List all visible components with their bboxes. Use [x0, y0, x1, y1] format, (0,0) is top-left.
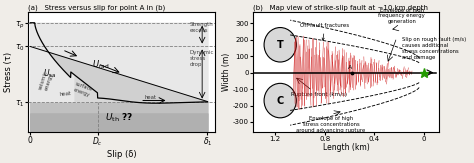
- Text: Envelope of high
frequency energy
generation: Envelope of high frequency energy genera…: [378, 8, 425, 24]
- Text: Envelope of high
stress concentrations
around advancing rupture: Envelope of high stress concentrations a…: [296, 116, 365, 133]
- Text: Rupture front (km/s): Rupture front (km/s): [291, 92, 346, 96]
- Y-axis label: Stress (τ): Stress (τ): [4, 52, 13, 92]
- Y-axis label: Width (m): Width (m): [222, 53, 231, 91]
- Text: $U_{\rm sa}$: $U_{\rm sa}$: [43, 68, 56, 80]
- Ellipse shape: [264, 28, 296, 62]
- Text: $U_{\rm th}$ ??: $U_{\rm th}$ ??: [105, 112, 133, 125]
- Text: heat: heat: [60, 91, 72, 97]
- Text: $U_{\rm rad}$: $U_{\rm rad}$: [92, 58, 110, 71]
- Text: Strength
excess: Strength excess: [190, 22, 213, 33]
- Text: Slip on rough fault (m/s)
causes additional
stress concentrations
and damage: Slip on rough fault (m/s) causes additio…: [402, 37, 466, 60]
- Text: seismic
energy: seismic energy: [38, 69, 55, 92]
- Text: T: T: [277, 40, 283, 50]
- Text: (b)   Map view of strike-slip fault at ~10 km depth: (b) Map view of strike-slip fault at ~10…: [253, 4, 428, 11]
- Text: (a)   Stress versus slip for point A in (b): (a) Stress versus slip for point A in (b…: [28, 4, 166, 11]
- Text: C: C: [276, 96, 284, 106]
- Ellipse shape: [264, 83, 296, 118]
- Text: Off-fault fractures: Off-fault fractures: [301, 23, 349, 40]
- Text: heat: heat: [145, 95, 157, 100]
- Text: A: A: [347, 65, 352, 70]
- X-axis label: Slip (δ): Slip (δ): [107, 150, 137, 159]
- Text: Dynamic
stress
drop: Dynamic stress drop: [190, 50, 214, 67]
- Text: surface
energy: surface energy: [72, 81, 93, 98]
- X-axis label: Length (km): Length (km): [323, 143, 369, 152]
